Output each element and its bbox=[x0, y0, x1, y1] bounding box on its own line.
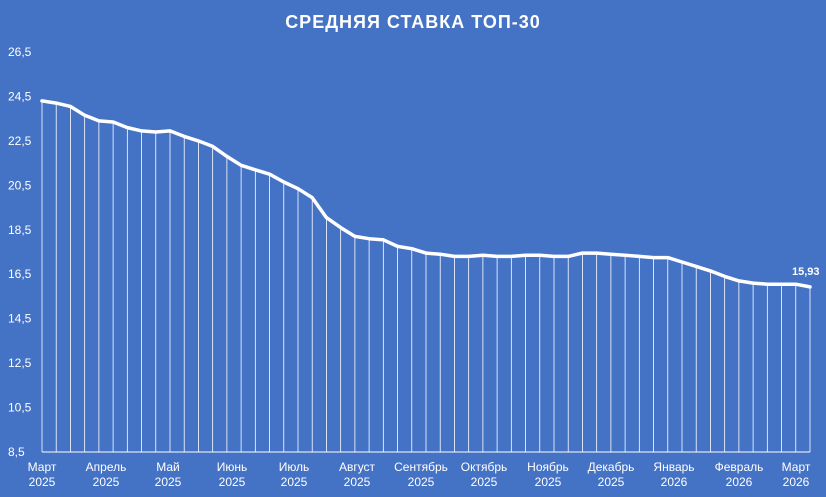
x-tick-month: Февраль bbox=[715, 460, 764, 474]
x-tick-year: 2026 bbox=[661, 475, 688, 489]
data-point bbox=[552, 255, 556, 258]
data-point bbox=[154, 130, 157, 134]
data-point bbox=[311, 196, 314, 199]
data-point bbox=[638, 255, 641, 258]
data-point bbox=[396, 245, 399, 248]
data-point bbox=[325, 216, 328, 219]
x-tick-year: 2026 bbox=[783, 475, 810, 489]
x-tick-year: 2025 bbox=[155, 475, 182, 489]
y-tick-label: 22,5 bbox=[8, 134, 32, 148]
data-point bbox=[737, 279, 741, 283]
data-point bbox=[83, 114, 86, 117]
data-point bbox=[467, 255, 470, 258]
data-point bbox=[40, 99, 44, 103]
data-point bbox=[424, 251, 428, 255]
data-point bbox=[111, 120, 115, 124]
data-point bbox=[239, 164, 243, 167]
data-point bbox=[268, 173, 271, 176]
x-tick-year: 2026 bbox=[726, 475, 753, 489]
x-tick-year: 2025 bbox=[535, 475, 562, 489]
end-value-label: 15,93 bbox=[792, 266, 820, 278]
data-point bbox=[808, 285, 812, 289]
data-point bbox=[410, 247, 413, 250]
y-tick-label: 10,5 bbox=[8, 401, 32, 415]
x-tick-month: Март bbox=[28, 460, 57, 474]
data-point bbox=[780, 283, 783, 286]
data-point bbox=[680, 260, 684, 264]
x-tick-year: 2025 bbox=[219, 475, 246, 489]
x-tick-month: Август bbox=[339, 460, 376, 474]
data-point bbox=[168, 129, 172, 133]
x-tick-month: Май bbox=[156, 460, 180, 474]
chart-title: СРЕДНЯЯ СТАВКА ТОП-30 bbox=[285, 12, 541, 32]
y-tick-label: 12,5 bbox=[8, 356, 32, 370]
data-point bbox=[609, 253, 613, 256]
data-point bbox=[538, 254, 541, 257]
data-point bbox=[211, 145, 214, 148]
y-tick-label: 20,5 bbox=[8, 178, 32, 192]
data-point bbox=[382, 238, 385, 241]
x-tick-year: 2025 bbox=[408, 475, 435, 489]
data-point bbox=[623, 254, 627, 257]
x-tick-month: Декабрь bbox=[588, 460, 635, 474]
y-tick-label: 24,5 bbox=[8, 89, 32, 103]
y-tick-label: 26,5 bbox=[8, 45, 32, 59]
x-tick-month: Июль bbox=[279, 460, 310, 474]
data-point bbox=[751, 281, 755, 285]
data-point bbox=[495, 255, 499, 258]
data-point bbox=[666, 256, 669, 259]
x-tick-month: Март bbox=[782, 460, 811, 474]
data-point bbox=[140, 129, 143, 133]
x-tick-month: Июнь bbox=[217, 460, 248, 474]
x-tick-year: 2025 bbox=[29, 475, 56, 489]
x-tick-month: Апрель bbox=[86, 460, 127, 474]
data-point bbox=[524, 254, 527, 257]
data-point bbox=[126, 126, 129, 129]
data-point bbox=[225, 155, 229, 158]
data-point bbox=[709, 269, 712, 273]
data-point bbox=[353, 235, 357, 238]
data-point bbox=[794, 283, 797, 286]
x-tick-month: Сентябрь bbox=[394, 460, 448, 474]
y-tick-label: 18,5 bbox=[8, 223, 32, 237]
data-point bbox=[453, 255, 456, 258]
x-tick-month: Ноябрь bbox=[527, 460, 569, 474]
y-tick-label: 16,5 bbox=[8, 267, 32, 281]
data-point bbox=[296, 187, 300, 190]
data-point bbox=[97, 119, 101, 123]
data-point bbox=[723, 275, 726, 278]
data-point bbox=[339, 226, 342, 229]
x-tick-year: 2025 bbox=[344, 475, 371, 489]
data-point bbox=[595, 251, 598, 255]
data-point bbox=[766, 283, 769, 286]
data-point bbox=[581, 251, 584, 255]
x-tick-year: 2025 bbox=[93, 475, 120, 489]
data-point bbox=[567, 255, 570, 258]
x-tick-month: Январь bbox=[653, 460, 694, 474]
data-point bbox=[367, 237, 371, 240]
x-tick-month: Октябрь bbox=[461, 460, 508, 474]
x-tick-year: 2025 bbox=[281, 475, 308, 489]
data-point bbox=[510, 255, 513, 258]
data-point bbox=[197, 139, 200, 143]
x-tick-year: 2025 bbox=[598, 475, 625, 489]
data-point bbox=[69, 105, 72, 108]
data-point bbox=[439, 253, 442, 256]
data-point bbox=[183, 135, 186, 138]
data-point bbox=[282, 180, 285, 184]
y-tick-label: 8,5 bbox=[8, 445, 25, 459]
data-point bbox=[254, 168, 257, 171]
x-tick-year: 2025 bbox=[471, 475, 498, 489]
y-tick-label: 14,5 bbox=[8, 312, 32, 326]
data-point bbox=[695, 265, 698, 268]
data-point bbox=[652, 256, 655, 259]
data-point bbox=[481, 254, 485, 257]
data-point bbox=[55, 101, 58, 105]
